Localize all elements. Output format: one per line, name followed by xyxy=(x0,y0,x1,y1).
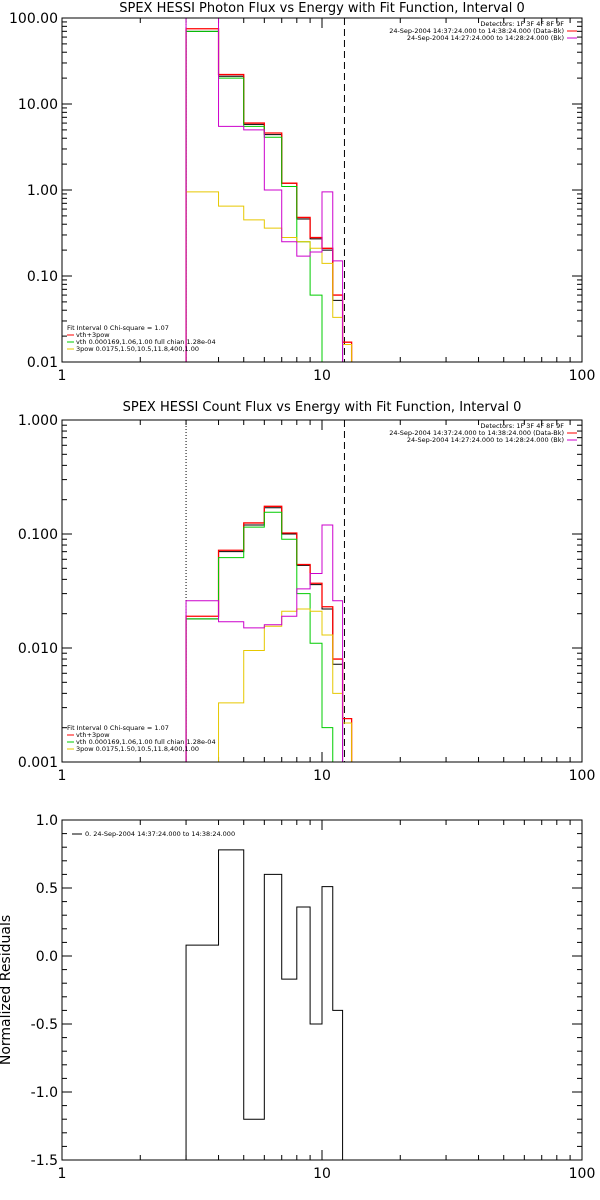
y-tick-label: 0.10 xyxy=(27,269,58,285)
legend-top-entry: 0. 24-Sep-2004 14:37:24.000 to 14:38:24.… xyxy=(85,830,235,838)
series-fit-line xyxy=(185,28,353,362)
legend-top-entry: Detectors: 1F 3F 4F 8F 9F xyxy=(480,422,564,430)
y-tick-label: 100.00 xyxy=(9,11,58,27)
chart-title: SPEX HESSI Photon Flux vs Energy with Fi… xyxy=(119,1,525,16)
series-data-line xyxy=(185,30,353,362)
y-tick-label: 1.000 xyxy=(18,413,58,429)
series-vth-line xyxy=(185,30,353,362)
series-residuals-line xyxy=(185,849,344,1160)
y-tick-label: 0.010 xyxy=(18,641,58,657)
legend-bottom-entry: vth 0.000169,1.06,1.00 full chian 1.28e-… xyxy=(76,338,216,346)
y-tick-label: 0.5 xyxy=(36,881,58,897)
x-tick-label: 10 xyxy=(313,1166,331,1182)
legend-bottom-entry: vth+3pow xyxy=(76,731,110,739)
legend-top-entry: 24-Sep-2004 14:27:24.000 to 14:28:24.000… xyxy=(407,34,564,42)
series-vth-line xyxy=(185,511,353,762)
series-group xyxy=(185,505,353,762)
x-tick-label: 1 xyxy=(58,368,67,384)
x-tick-label: 10 xyxy=(313,368,331,384)
plot-frame xyxy=(61,819,583,1161)
legend-bottom-entry: Fit Interval 0 Chi-square = 1.07 xyxy=(67,724,169,732)
y-tick-label: 0.100 xyxy=(18,527,58,543)
y-tick-label: -1.5 xyxy=(31,1153,58,1169)
legend-bottom-entry: Fit Interval 0 Chi-square = 1.07 xyxy=(67,324,169,332)
y-tick-label: 0.0 xyxy=(36,949,58,965)
y-tick-label: 0.001 xyxy=(18,755,58,771)
x-tick-label: 10 xyxy=(313,768,331,784)
y-axis-label: Normalized Residuals xyxy=(0,915,14,1065)
y-tick-label: 10.00 xyxy=(18,97,58,113)
legend-top-entry: 24-Sep-2004 14:37:24.000 to 14:38:24.000… xyxy=(389,27,564,35)
x-tick-label: 1 xyxy=(58,768,67,784)
legend-bottom-entry: 3pow 0.0175,1.50,10.5,11.8,400,1.00 xyxy=(76,745,199,753)
series-group xyxy=(185,849,344,1160)
chart-panel-3: Normalized Residuals 1 10 100 -1.5 -1.0 -0.5 0.… xyxy=(0,813,595,1182)
series-bk-line xyxy=(185,524,353,762)
plot-frame xyxy=(61,17,583,363)
x-tick-label: 100 xyxy=(569,768,596,784)
legend-top-entry: 24-Sep-2004 14:27:24.000 to 14:28:24.000… xyxy=(407,436,564,444)
chart-title: SPEX HESSI Count Flux vs Energy with Fit… xyxy=(123,400,522,415)
legend-bottom-entry: vth+3pow xyxy=(76,331,110,339)
series-fit-line xyxy=(185,505,353,762)
series-group xyxy=(185,18,353,362)
series-3pow-line xyxy=(185,191,353,362)
x-tick-label: 100 xyxy=(569,1166,596,1182)
y-tick-label: -0.5 xyxy=(31,1017,58,1033)
y-tick-label: 0.01 xyxy=(27,355,58,371)
series-bk-line xyxy=(185,18,353,362)
chart-panel-2: SPEX HESSI Count Flux vs Energy with Fit… xyxy=(18,400,595,784)
legend-top-entry: Detectors: 1F 3F 4F 8F 9F xyxy=(480,20,564,28)
series-data-line xyxy=(185,507,353,762)
y-tick-label: 1.00 xyxy=(27,183,58,199)
legend-bottom-entry: vth 0.000169,1.06,1.00 full chian 1.28e-… xyxy=(76,738,216,746)
legend-bottom-entry: 3pow 0.0175,1.50,10.5,11.8,400,1.00 xyxy=(76,345,199,353)
y-tick-label: 1.0 xyxy=(36,813,58,829)
chart-panel-1: SPEX HESSI Photon Flux vs Energy with Fi… xyxy=(9,1,595,384)
legend-top-entry: 24-Sep-2004 14:37:24.000 to 14:38:24.000… xyxy=(389,429,564,437)
x-tick-label: 100 xyxy=(569,368,596,384)
plot-frame xyxy=(61,419,583,763)
x-tick-label: 1 xyxy=(58,1166,67,1182)
y-tick-label: -1.0 xyxy=(31,1085,58,1101)
